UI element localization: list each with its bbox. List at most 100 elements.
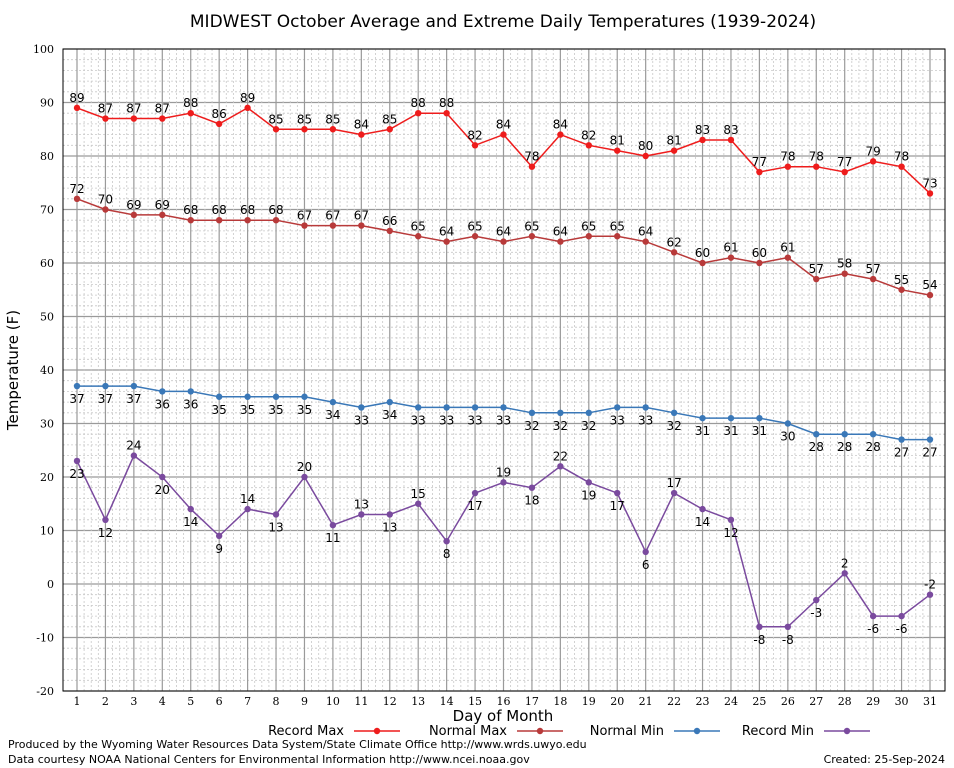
footer-created-date: Created: 25-Sep-2024 — [824, 753, 945, 766]
data-label: 19 — [581, 488, 596, 502]
data-point — [756, 623, 763, 630]
data-point — [329, 521, 337, 529]
data-point — [73, 104, 81, 112]
data-label: -2 — [924, 578, 936, 592]
data-point — [358, 511, 365, 518]
data-label: 34 — [382, 408, 397, 422]
data-label: 14 — [183, 515, 198, 529]
series-record-min: 23 12 24 20 14 9 14 13 20 11 13 13 15 8 17 19 18 22 19 17 6 1… — [69, 439, 936, 647]
data-point — [642, 152, 649, 160]
data-label: 31 — [723, 424, 738, 438]
data-label: 78 — [780, 150, 795, 164]
data-label: 8 — [443, 547, 451, 561]
data-label: 27 — [922, 446, 937, 460]
data-point — [386, 126, 393, 133]
data-label: 33 — [354, 413, 369, 427]
data-label: 32 — [524, 419, 539, 433]
data-point — [557, 131, 564, 138]
data-label: 78 — [894, 150, 909, 164]
data-label: 20 — [297, 460, 312, 474]
data-label: 77 — [837, 155, 852, 169]
data-point — [244, 104, 251, 112]
data-point — [898, 163, 905, 170]
data-label: 24 — [126, 439, 141, 453]
legend-item: Normal Min — [590, 724, 720, 739]
footer-credit-line1: Produced by the Wyoming Water Resources … — [8, 738, 587, 751]
data-label: 82 — [467, 128, 482, 142]
data-label: 64 — [496, 225, 511, 239]
data-point — [73, 382, 81, 390]
data-label: 78 — [809, 150, 824, 164]
data-label: 85 — [268, 112, 283, 126]
data-point — [187, 110, 194, 117]
y-tick-label: 60 — [40, 257, 54, 270]
data-label: 36 — [155, 397, 170, 411]
data-label: 37 — [126, 392, 141, 406]
data-point — [102, 516, 109, 523]
data-point — [727, 254, 735, 261]
data-point — [415, 500, 422, 507]
x-tick-label: 6 — [216, 695, 223, 708]
data-point — [898, 612, 905, 620]
data-point — [102, 206, 109, 213]
data-label: 81 — [666, 134, 681, 148]
data-point — [415, 233, 422, 240]
data-point — [130, 452, 138, 459]
x-tick-label: 7 — [244, 695, 251, 708]
x-tick-label: 13 — [411, 695, 425, 708]
data-point — [841, 270, 848, 277]
data-point — [415, 404, 422, 411]
x-tick-label: 20 — [610, 695, 624, 708]
data-label: 84 — [354, 118, 369, 132]
data-label: 35 — [297, 403, 312, 417]
data-label: 88 — [183, 96, 198, 110]
data-label: 35 — [268, 403, 283, 417]
data-point — [528, 409, 536, 416]
data-point — [272, 393, 280, 400]
data-label: 65 — [467, 219, 482, 233]
data-point — [528, 233, 536, 240]
data-point — [443, 238, 450, 245]
y-tick-label: 80 — [40, 150, 54, 163]
data-point — [244, 393, 251, 400]
data-point — [244, 505, 251, 513]
data-label: 83 — [723, 123, 738, 137]
data-label: 57 — [809, 262, 824, 276]
data-label: 30 — [780, 430, 795, 444]
data-point — [841, 570, 848, 577]
data-point — [756, 414, 763, 422]
y-tick-label: 30 — [40, 418, 54, 431]
legend-item: Normal Max — [429, 724, 563, 739]
x-tick-label: 24 — [724, 695, 738, 708]
data-label: 68 — [240, 203, 255, 217]
x-tick-label: 12 — [383, 695, 397, 708]
data-point — [329, 398, 337, 406]
y-tick-label: 0 — [47, 578, 54, 591]
x-tick-label: 11 — [354, 695, 368, 708]
data-label: 32 — [553, 419, 568, 433]
y-tick-label: 10 — [40, 525, 54, 538]
data-label: 36 — [183, 397, 198, 411]
x-tick-label: 1 — [74, 695, 81, 708]
data-point — [130, 115, 138, 122]
x-axis-label: Day of Month — [453, 707, 554, 725]
x-tick-label: 27 — [809, 695, 823, 708]
data-point — [699, 259, 706, 267]
legend-swatch-marker — [536, 727, 544, 735]
data-label: 60 — [695, 246, 710, 260]
data-label: 35 — [212, 403, 227, 417]
data-point — [500, 479, 507, 486]
series-record-max: 89 87 87 87 88 86 89 85 85 85 84 85 88 88 82 84 78 84 82 81… — [69, 91, 938, 197]
data-label: 12 — [98, 526, 113, 540]
data-label: 64 — [553, 225, 568, 239]
data-label: 13 — [268, 520, 283, 534]
data-label: 33 — [411, 413, 426, 427]
data-point — [869, 612, 877, 620]
data-label: 13 — [382, 520, 397, 534]
data-label: 28 — [809, 440, 824, 454]
data-label: 32 — [666, 419, 681, 433]
data-point — [784, 623, 792, 630]
x-tick-label: 3 — [130, 695, 137, 708]
legend-swatch-marker — [843, 727, 851, 735]
